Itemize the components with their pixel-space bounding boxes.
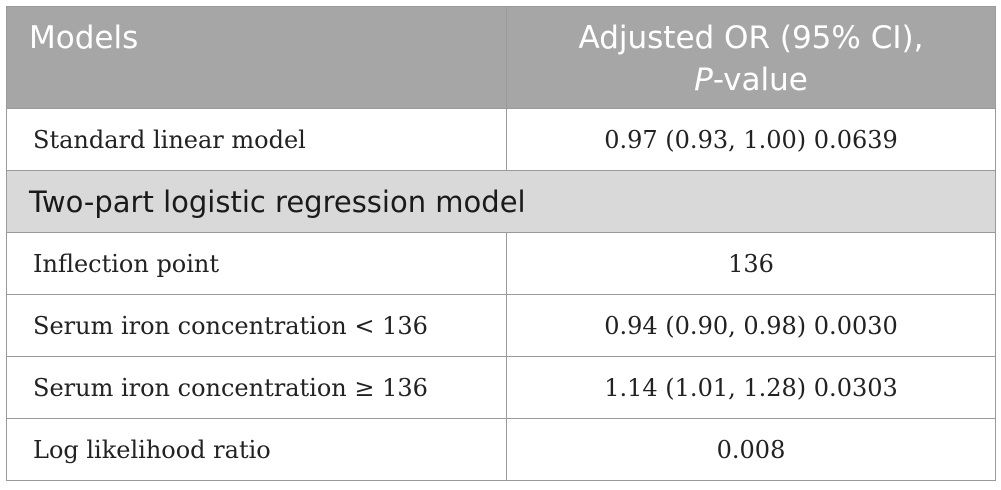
- table-header-row: Models Adjusted OR (95% CI), P-value: [6, 6, 996, 109]
- row-label: Standard linear model: [6, 108, 507, 171]
- results-table: Models Adjusted OR (95% CI), P-value Sta…: [6, 6, 996, 481]
- row-value: 0.008: [506, 418, 996, 481]
- section-row: Two-part logistic regression model: [6, 170, 996, 233]
- table-row: Standard linear model 0.97 (0.93, 1.00) …: [6, 108, 996, 171]
- section-label: Two-part logistic regression model: [6, 170, 996, 233]
- row-value: 0.97 (0.93, 1.00) 0.0639: [506, 108, 996, 171]
- row-value: 136: [506, 232, 996, 295]
- table-row: Log likelihood ratio 0.008: [6, 418, 996, 481]
- row-label: Serum iron concentration ≥ 136: [6, 356, 507, 419]
- header-p-rest: -value: [712, 62, 808, 98]
- row-value: 1.14 (1.01, 1.28) 0.0303: [506, 356, 996, 419]
- table-row: Serum iron concentration < 136 0.94 (0.9…: [6, 294, 996, 357]
- table-row: Serum iron concentration ≥ 136 1.14 (1.0…: [6, 356, 996, 419]
- row-value: 0.94 (0.90, 0.98) 0.0030: [506, 294, 996, 357]
- header-adjusted-or: Adjusted OR (95% CI), P-value: [506, 6, 996, 109]
- row-label: Log likelihood ratio: [6, 418, 507, 481]
- table-row: Inflection point 136: [6, 232, 996, 295]
- row-label: Serum iron concentration < 136: [6, 294, 507, 357]
- row-label: Inflection point: [6, 232, 507, 295]
- header-p-italic: P: [694, 62, 713, 98]
- header-models: Models: [6, 6, 507, 109]
- header-adjusted-or-line1: Adjusted OR (95% CI),: [578, 20, 924, 56]
